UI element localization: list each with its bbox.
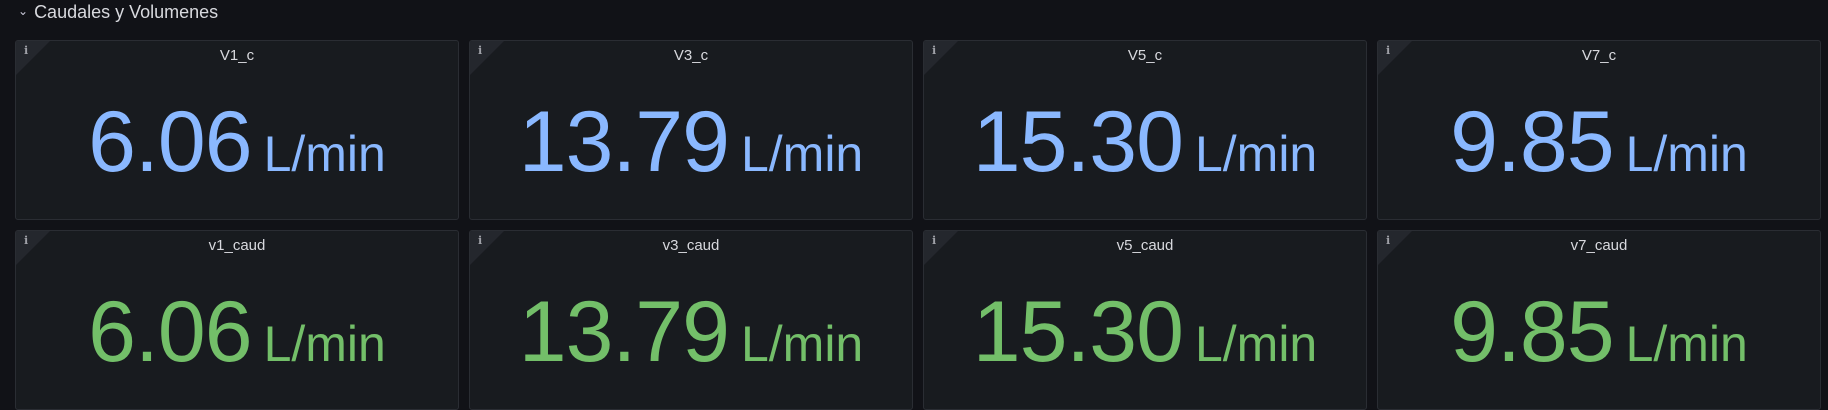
chevron-down-icon: ⌄ <box>18 4 29 18</box>
info-corner <box>924 231 958 265</box>
stat-panel-v7-c[interactable]: i V7_c 9.85 L/min <box>1377 40 1821 220</box>
info-corner <box>924 41 958 75</box>
stat-panel-v5-caud[interactable]: i v5_caud 15.30 L/min <box>923 230 1367 410</box>
info-icon[interactable]: i <box>24 44 29 57</box>
panel-title: v5_caud <box>1116 237 1174 254</box>
stat-value: 6.06 L/min <box>16 283 458 382</box>
info-icon[interactable]: i <box>932 44 937 57</box>
stat-panel-v1-caud[interactable]: i v1_caud 6.06 L/min <box>15 230 459 410</box>
info-corner <box>1378 41 1412 75</box>
stat-panel-v1-c[interactable]: i V1_c 6.06 L/min <box>15 40 459 220</box>
info-icon[interactable]: i <box>478 44 483 57</box>
stat-unit: L/min <box>740 126 864 182</box>
stat-number: 15.30 <box>972 94 1184 190</box>
stat-number: 9.85 <box>1450 94 1614 190</box>
info-icon[interactable]: i <box>1386 234 1391 247</box>
info-corner <box>470 231 504 265</box>
stat-unit: L/min <box>1194 316 1318 372</box>
stat-panel-v5-c[interactable]: i V5_c 15.30 L/min <box>923 40 1367 220</box>
panel-title: v3_caud <box>662 237 720 254</box>
stat-value: 9.85 L/min <box>1378 283 1820 382</box>
stat-panel-v3-c[interactable]: i V3_c 13.79 L/min <box>469 40 913 220</box>
stat-unit: L/min <box>263 126 386 182</box>
stat-unit: L/min <box>263 316 386 372</box>
stat-value: 15.30 L/min <box>924 283 1366 382</box>
info-icon[interactable]: i <box>24 234 29 247</box>
stat-number: 13.79 <box>518 94 730 190</box>
panel-title: V7_c <box>1581 47 1617 64</box>
panel-title: V3_c <box>673 47 709 64</box>
info-corner <box>470 41 504 75</box>
stat-value: 6.06 L/min <box>16 93 458 192</box>
stat-number: 15.30 <box>972 284 1184 380</box>
stat-number: 6.06 <box>88 284 252 380</box>
info-icon[interactable]: i <box>1386 44 1391 57</box>
panel-title: v1_caud <box>208 237 266 254</box>
row-header-caudales[interactable]: ⌄ Caudales y Volumenes <box>18 0 218 24</box>
stat-value: 9.85 L/min <box>1378 93 1820 192</box>
stat-panel-v7-caud[interactable]: i v7_caud 9.85 L/min <box>1377 230 1821 410</box>
stat-value: 15.30 L/min <box>924 93 1366 192</box>
stat-unit: L/min <box>1194 126 1318 182</box>
panel-title: V1_c <box>219 47 255 64</box>
row-title: Caudales y Volumenes <box>34 1 219 22</box>
stat-number: 13.79 <box>518 284 730 380</box>
stat-number: 9.85 <box>1450 284 1614 380</box>
stat-unit: L/min <box>1625 126 1748 182</box>
info-icon[interactable]: i <box>932 234 937 247</box>
panel-title: V5_c <box>1127 47 1163 64</box>
stat-panel-v3-caud[interactable]: i v3_caud 13.79 L/min <box>469 230 913 410</box>
stat-unit: L/min <box>1625 316 1748 372</box>
stat-unit: L/min <box>740 316 864 372</box>
info-icon[interactable]: i <box>478 234 483 247</box>
stat-value: 13.79 L/min <box>470 283 912 382</box>
info-corner <box>16 231 50 265</box>
stat-value: 13.79 L/min <box>470 93 912 192</box>
info-corner <box>16 41 50 75</box>
panel-title: v7_caud <box>1570 237 1628 254</box>
stat-number: 6.06 <box>88 94 252 190</box>
info-corner <box>1378 231 1412 265</box>
